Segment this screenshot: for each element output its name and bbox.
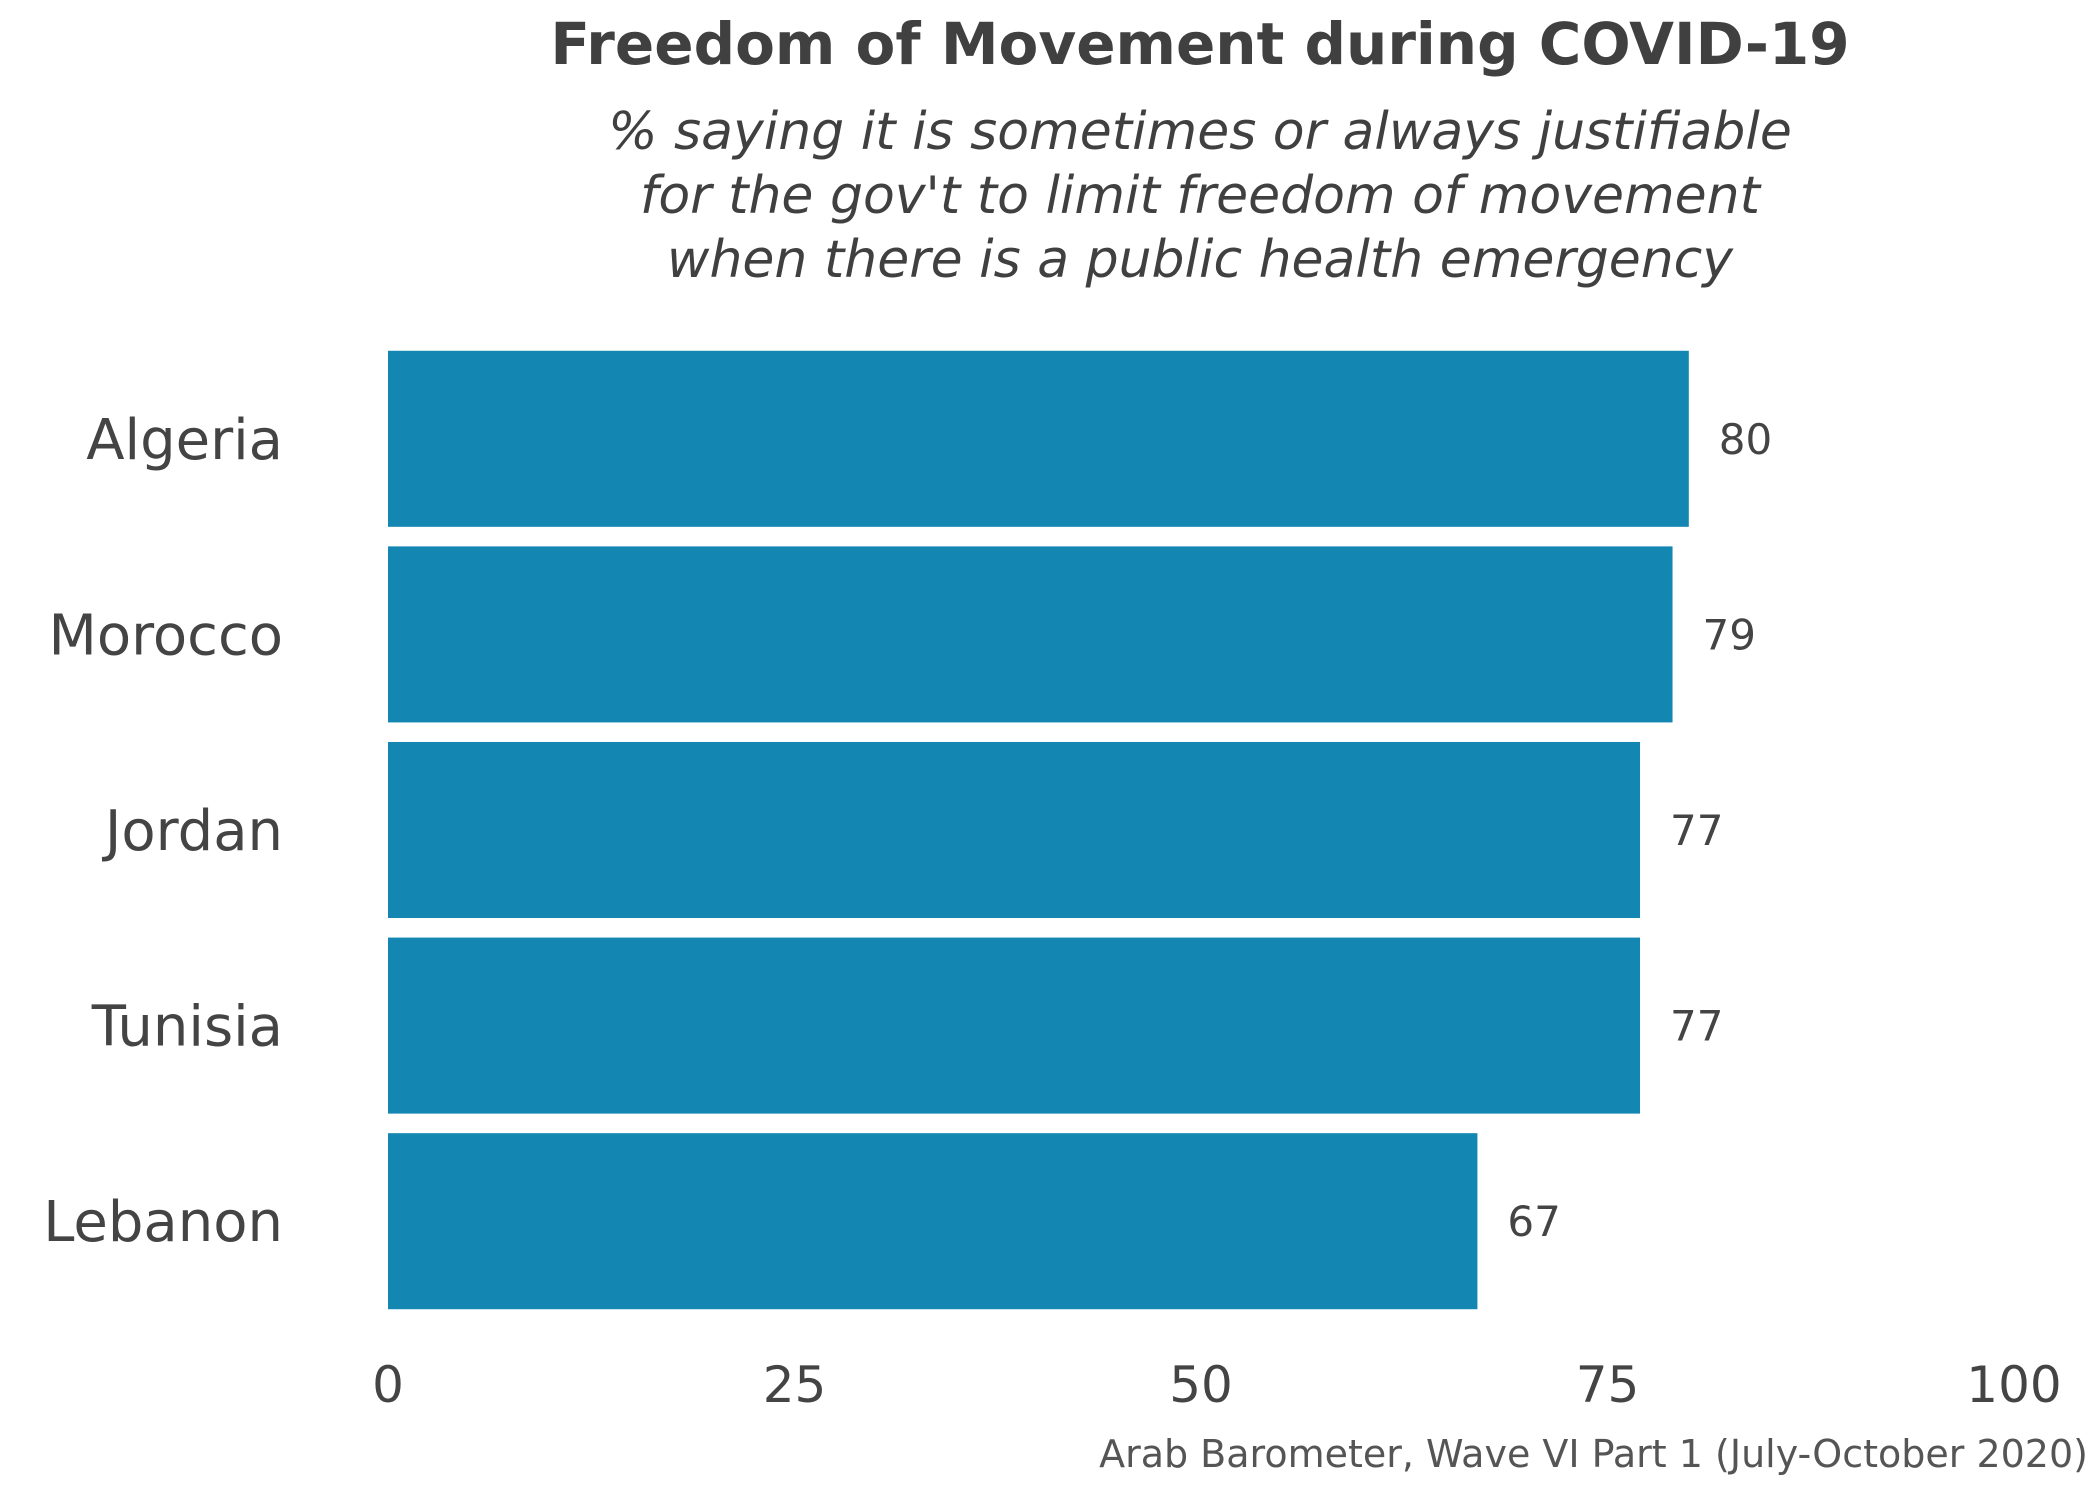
source-caption: Arab Barometer, Wave VI Part 1 (July-Oct…	[1099, 1432, 2088, 1476]
value-label-tunisia: 77	[1670, 1002, 1723, 1051]
x-tick-label-50: 50	[1169, 1356, 1233, 1414]
x-tick-label-0: 0	[372, 1356, 404, 1414]
subtitle-line-3: when there is a public health emergency	[666, 230, 1734, 290]
category-label-tunisia: Tunisia	[91, 995, 283, 1060]
bar-tunisia	[388, 937, 1641, 1114]
category-label-jordan: Jordan	[102, 799, 283, 864]
value-label-jordan: 77	[1670, 806, 1723, 855]
value-label-algeria: 80	[1719, 415, 1772, 464]
bar-morocco	[388, 546, 1673, 723]
subtitle-line-2: for the gov't to limit freedom of moveme…	[640, 166, 1760, 226]
bar-algeria	[388, 350, 1689, 527]
x-tick-label-100: 100	[1966, 1356, 2061, 1414]
chart-subtitle: % saying it is sometimes or always justi…	[0, 100, 2100, 292]
category-label-lebanon: Lebanon	[43, 1190, 283, 1255]
value-label-morocco: 79	[1703, 610, 1756, 659]
category-label-morocco: Morocco	[49, 603, 283, 668]
subtitle-line-1: % saying it is sometimes or always justi…	[608, 102, 1792, 162]
x-tick-label-75: 75	[1576, 1356, 1640, 1414]
chart-title: Freedom of Movement during COVID-19	[550, 10, 1850, 78]
category-label-algeria: Algeria	[86, 408, 283, 473]
bar-jordan	[388, 741, 1641, 919]
bar-lebanon	[388, 1133, 1478, 1310]
value-label-lebanon: 67	[1507, 1197, 1560, 1246]
x-tick-label-25: 25	[763, 1356, 827, 1414]
